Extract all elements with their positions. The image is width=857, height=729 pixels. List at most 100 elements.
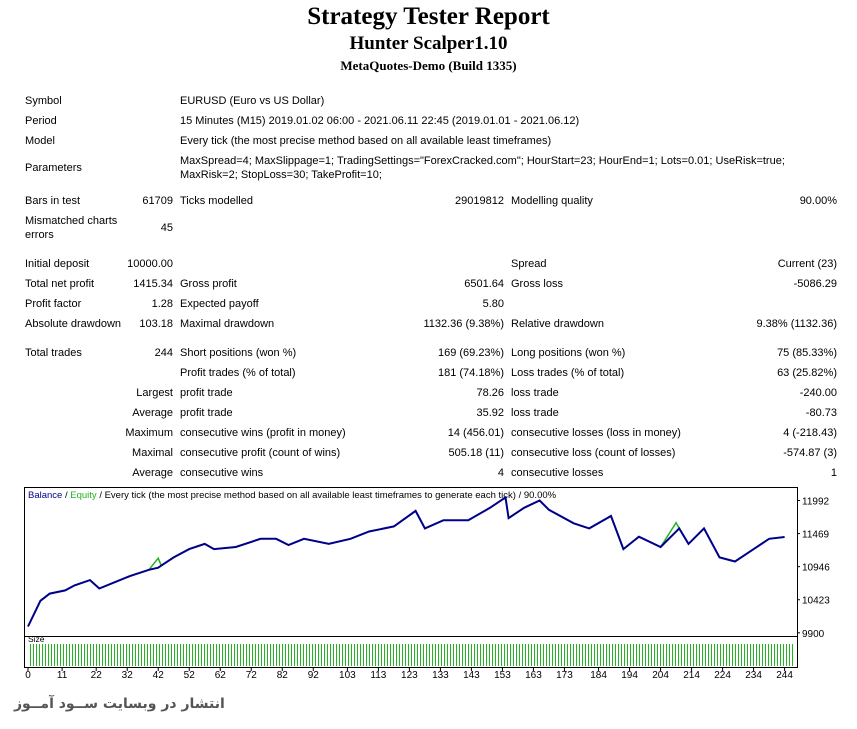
stat-value: 505.18 (11) bbox=[448, 447, 504, 459]
stat-label: Long positions (won %) bbox=[511, 347, 626, 359]
size-label: Size bbox=[28, 634, 45, 644]
stat-value: 1132.36 (9.38%) bbox=[423, 318, 504, 330]
stat-label: Profit trades (% of total) bbox=[180, 367, 296, 379]
info-value: Every tick (the most precise method base… bbox=[180, 135, 552, 147]
legend-caption: Every tick (the most precise method base… bbox=[105, 490, 516, 501]
watermark: انتشار در وبسایت ســود آمــوز bbox=[14, 696, 225, 712]
x-tick-label: 11 bbox=[57, 670, 68, 681]
y-tick-label: 11992 bbox=[802, 496, 830, 507]
x-tick-label: 0 bbox=[25, 670, 31, 681]
legend-sep: / bbox=[65, 490, 68, 501]
stat-label: loss trade bbox=[511, 407, 559, 419]
stat-value: Average bbox=[132, 407, 173, 419]
info-label: Parameters bbox=[25, 162, 82, 174]
x-tick-label: 204 bbox=[652, 670, 669, 681]
stat-value: Average bbox=[132, 467, 173, 479]
x-tick-label: 173 bbox=[556, 670, 573, 681]
y-tick-label: 10423 bbox=[802, 596, 830, 607]
stat-value: 5.80 bbox=[482, 298, 504, 310]
chart-legend: Balance / Equity / Every tick (the most … bbox=[28, 490, 557, 501]
stat-label: Short positions (won %) bbox=[180, 347, 297, 359]
stat-label: consecutive wins (profit in money) bbox=[180, 427, 346, 439]
stat-label: consecutive loss (count of losses) bbox=[511, 447, 676, 459]
stat-label: Bars in test bbox=[25, 195, 81, 207]
plot-frame bbox=[24, 487, 798, 637]
stat-value: 1415.34 bbox=[133, 278, 173, 290]
info-value: MaxSpread=4; MaxSlippage=1; TradingSetti… bbox=[180, 155, 785, 181]
stat-value: 63 (25.82%) bbox=[777, 367, 837, 379]
x-tick-label: 244 bbox=[776, 670, 793, 681]
stat-value: -240.00 bbox=[799, 387, 837, 399]
info-label: Model bbox=[25, 135, 55, 147]
stat-label: Gross loss bbox=[511, 278, 563, 290]
stat-value: 78.26 bbox=[476, 387, 504, 399]
stat-value: 9.38% (1132.36) bbox=[756, 318, 837, 330]
x-tick-label: 22 bbox=[91, 670, 103, 681]
legend-sep: / bbox=[99, 490, 102, 501]
stat-label: Total trades bbox=[25, 347, 82, 359]
size-bars bbox=[28, 644, 795, 666]
stat-label: consecutive profit (count of wins) bbox=[180, 447, 341, 459]
y-tick-label: 11469 bbox=[802, 530, 830, 541]
info-label: Symbol bbox=[25, 95, 62, 107]
stat-value: 181 (74.18%) bbox=[437, 367, 504, 379]
report-title: Strategy Tester Report bbox=[307, 3, 550, 30]
stat-value: 1.28 bbox=[151, 298, 173, 310]
x-tick-label: 153 bbox=[494, 670, 511, 681]
stat-label: consecutive losses bbox=[511, 467, 604, 479]
x-tick-label: 32 bbox=[122, 670, 134, 681]
x-tick-label: 234 bbox=[745, 670, 762, 681]
series-line bbox=[27, 495, 785, 627]
stat-value: 103.18 bbox=[139, 318, 173, 330]
x-tick-label: 133 bbox=[432, 670, 449, 681]
x-tick-label: 143 bbox=[463, 670, 480, 681]
x-tick-label: 123 bbox=[401, 670, 418, 681]
stat-value: 29019812 bbox=[455, 195, 504, 207]
stat-value: 35.92 bbox=[476, 407, 504, 419]
x-tick-label: 194 bbox=[621, 670, 638, 681]
server-build: MetaQuotes-Demo (Build 1335) bbox=[340, 58, 517, 73]
stat-value: 61709 bbox=[142, 195, 173, 207]
stat-value: Current (23) bbox=[777, 258, 837, 270]
info-label: Period bbox=[25, 115, 57, 127]
stat-label: profit trade bbox=[180, 387, 233, 399]
stat-label: profit trade bbox=[180, 407, 233, 419]
stat-value: 45 bbox=[160, 222, 173, 234]
stat-value: -80.73 bbox=[805, 407, 837, 419]
x-tick-label: 52 bbox=[184, 670, 196, 681]
stat-value: 75 (85.33%) bbox=[777, 347, 837, 359]
stat-value: 169 (69.23%) bbox=[437, 347, 504, 359]
stat-label: Ticks modelled bbox=[180, 195, 253, 207]
x-tick-label: 224 bbox=[714, 670, 731, 681]
x-tick-label: 163 bbox=[525, 670, 542, 681]
stat-value: 90.00% bbox=[799, 195, 837, 207]
stat-label: Gross profit bbox=[180, 278, 237, 290]
stat-value: -5086.29 bbox=[793, 278, 837, 290]
stat-value: Largest bbox=[136, 387, 173, 399]
stat-label: Expected payoff bbox=[180, 298, 259, 310]
info-value: EURUSD (Euro vs US Dollar) bbox=[180, 95, 325, 107]
stat-value: 6501.64 bbox=[464, 278, 504, 290]
stat-label: Relative drawdown bbox=[511, 318, 604, 330]
stat-label: Mismatched charts errors bbox=[25, 215, 118, 241]
stat-label: Spread bbox=[511, 258, 547, 270]
stat-value: 244 bbox=[154, 347, 173, 359]
stat-value: 14 (456.01) bbox=[447, 427, 504, 439]
y-tick-label: 9900 bbox=[802, 629, 825, 640]
x-tick-label: 62 bbox=[215, 670, 227, 681]
stat-value: 4 (-218.43) bbox=[783, 427, 837, 439]
legend-sep: / bbox=[519, 490, 522, 501]
stat-label: Loss trades (% of total) bbox=[511, 367, 625, 379]
stat-label: loss trade bbox=[511, 387, 559, 399]
stat-label: Modelling quality bbox=[511, 195, 593, 207]
stat-value: -574.87 (3) bbox=[783, 447, 837, 459]
x-tick-label: 113 bbox=[370, 670, 386, 681]
stat-value: 4 bbox=[497, 467, 504, 479]
stat-value: 1 bbox=[830, 467, 837, 479]
x-tick-label: 82 bbox=[277, 670, 289, 681]
y-tick-label: 10946 bbox=[802, 563, 830, 574]
stat-label: Maximal drawdown bbox=[180, 318, 275, 330]
legend-equity: Equity bbox=[70, 490, 97, 501]
x-tick-label: 92 bbox=[308, 670, 320, 681]
